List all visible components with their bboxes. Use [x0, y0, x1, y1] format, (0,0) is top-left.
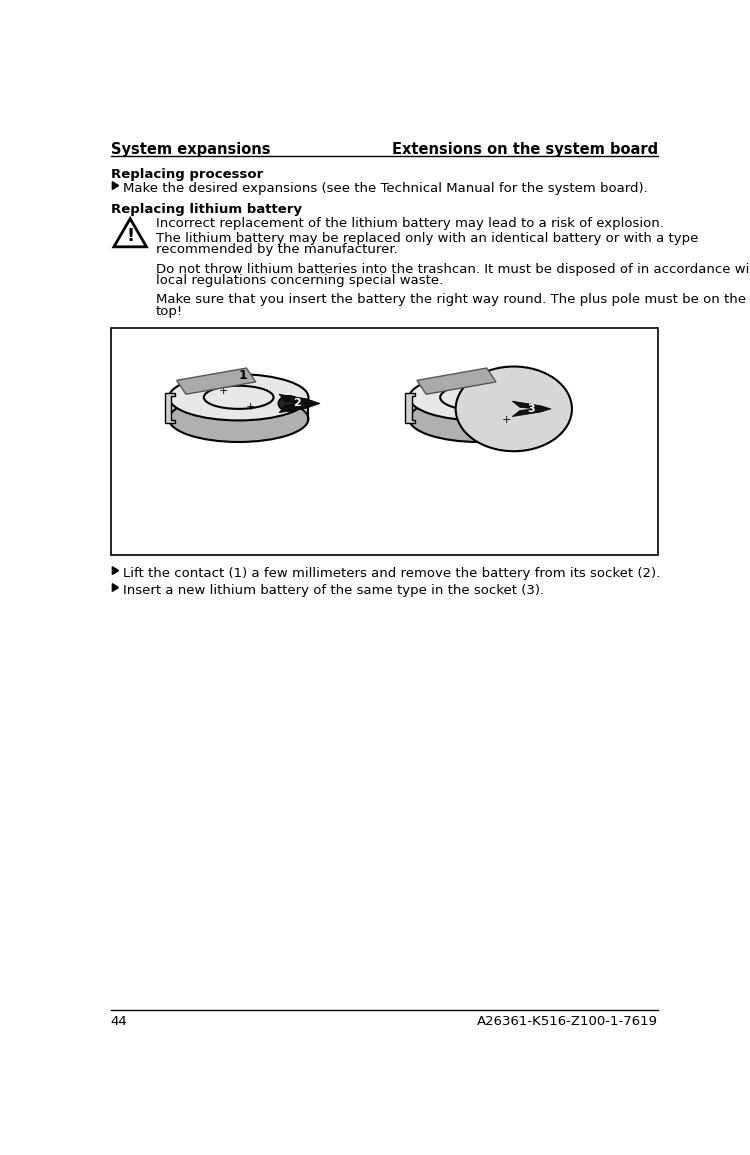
Text: Lift the contact (1) a few millimeters and remove the battery from its socket (2: Lift the contact (1) a few millimeters a… [123, 567, 661, 580]
Text: 1: 1 [238, 370, 247, 382]
Text: +: + [245, 402, 255, 411]
Text: A26361-K516-Z100-1-7619: A26361-K516-Z100-1-7619 [477, 1015, 658, 1028]
Text: Replacing processor: Replacing processor [111, 167, 263, 181]
Bar [111, 328, 658, 556]
Polygon shape [165, 394, 175, 423]
Text: Make the desired expansions (see the Technical Manual for the system board).: Make the desired expansions (see the Tec… [123, 181, 648, 195]
Ellipse shape [278, 396, 300, 411]
Polygon shape [112, 181, 118, 189]
Ellipse shape [169, 374, 308, 420]
Text: 2: 2 [293, 398, 301, 409]
Polygon shape [279, 394, 320, 412]
Polygon shape [177, 368, 256, 394]
Ellipse shape [410, 374, 549, 420]
Text: +: + [501, 416, 511, 425]
Text: +: + [460, 386, 470, 396]
Text: Replacing lithium battery: Replacing lithium battery [111, 203, 302, 216]
Text: Incorrect replacement of the lithium battery may lead to a risk of explosion.: Incorrect replacement of the lithium bat… [156, 217, 664, 230]
Text: The lithium battery may be replaced only with an identical battery or with a typ: The lithium battery may be replaced only… [156, 232, 698, 245]
Text: !: ! [126, 228, 134, 246]
Ellipse shape [440, 385, 518, 410]
Text: Extensions on the system board: Extensions on the system board [392, 142, 658, 157]
Polygon shape [512, 401, 551, 417]
Ellipse shape [204, 386, 274, 409]
Text: recommended by the manufacturer.: recommended by the manufacturer. [156, 244, 398, 256]
Text: Insert a new lithium battery of the same type in the socket (3).: Insert a new lithium battery of the same… [123, 583, 544, 597]
Text: System expansions: System expansions [111, 142, 270, 157]
Ellipse shape [410, 396, 549, 442]
Polygon shape [405, 394, 416, 423]
FancyBboxPatch shape [169, 396, 308, 419]
Text: top!: top! [156, 305, 183, 318]
Polygon shape [112, 567, 118, 574]
Ellipse shape [456, 366, 572, 452]
Ellipse shape [169, 396, 308, 442]
Text: 3: 3 [528, 404, 536, 413]
Text: local regulations concerning special waste.: local regulations concerning special was… [156, 274, 443, 288]
Polygon shape [112, 583, 118, 591]
Polygon shape [417, 368, 496, 394]
Text: +: + [218, 386, 228, 396]
FancyBboxPatch shape [410, 396, 549, 419]
Text: Do not throw lithium batteries into the trashcan. It must be disposed of in acco: Do not throw lithium batteries into the … [156, 262, 750, 276]
Text: 44: 44 [111, 1015, 128, 1028]
Text: Make sure that you insert the battery the right way round. The plus pole must be: Make sure that you insert the battery th… [156, 293, 746, 306]
